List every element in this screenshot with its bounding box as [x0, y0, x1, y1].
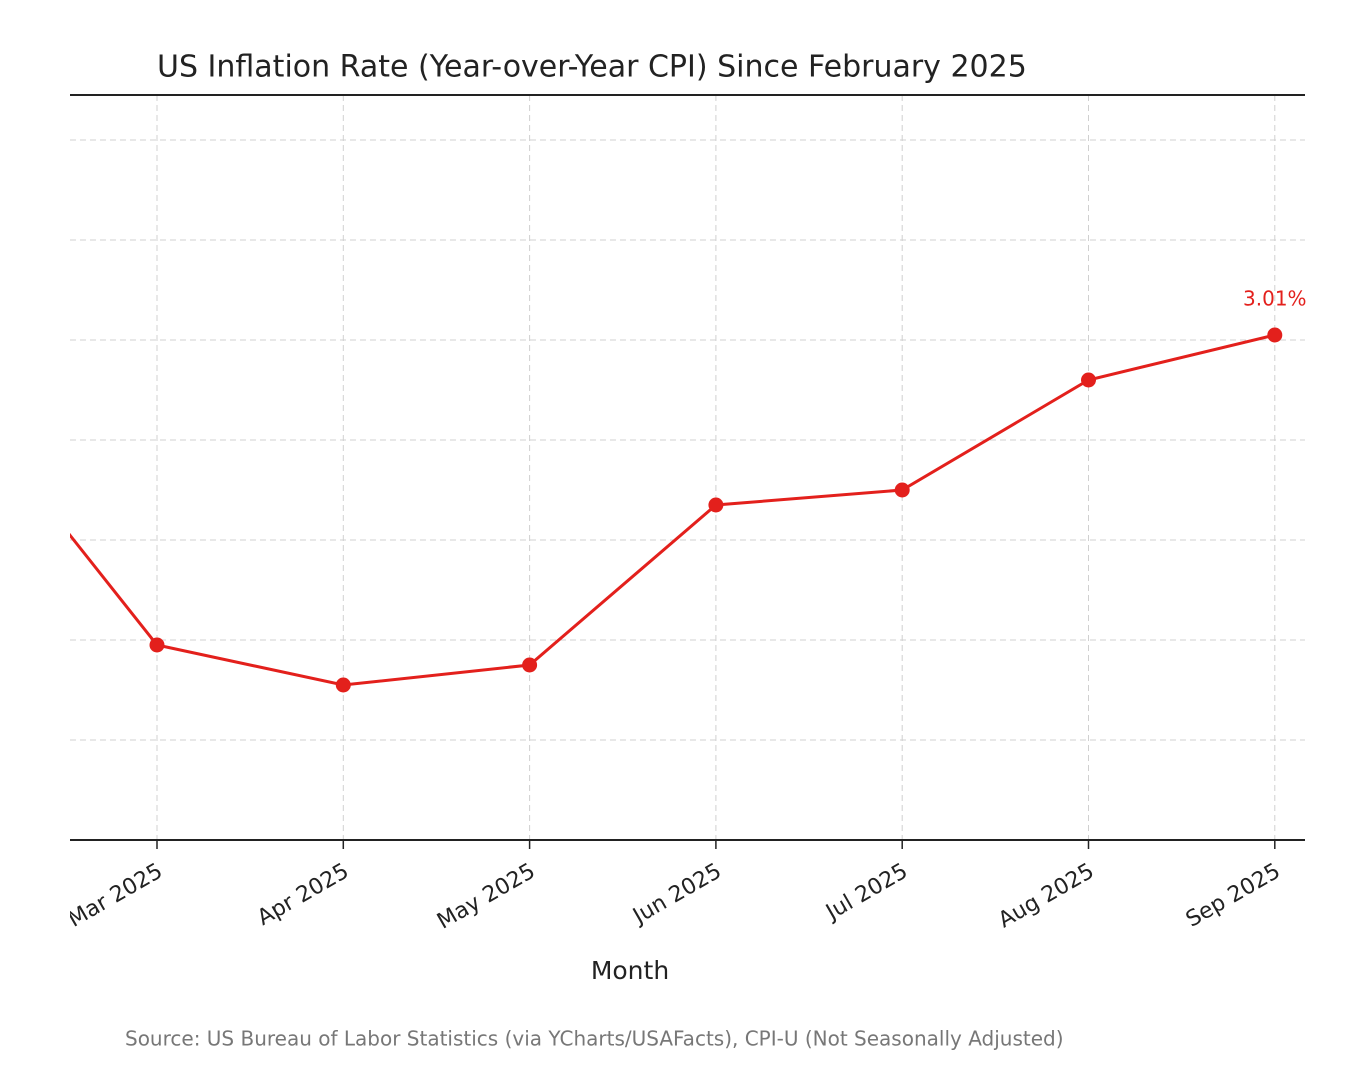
point: [1081, 372, 1096, 388]
line: [70, 333, 1276, 687]
x-tick-label: May 2025: [433, 859, 539, 935]
point: [522, 657, 538, 673]
source-note: Source: US Bureau of Labor Statistics (v…: [125, 1027, 1064, 1051]
data-label: 3.01%: [1243, 287, 1307, 311]
point: [708, 497, 724, 513]
x-tick-label: Aug 2025: [994, 859, 1098, 934]
x-tick-label: Jun 2025: [627, 859, 726, 930]
x-tick-label: Jul 2025: [820, 859, 912, 926]
x-tick-label: Sep 2025: [1182, 859, 1285, 933]
x-axis-label: Month: [591, 956, 669, 985]
x-tick-label: Mar 2025: [64, 859, 167, 933]
point: [1267, 327, 1283, 343]
point: [149, 637, 165, 653]
point: [894, 482, 910, 498]
point: [335, 677, 351, 693]
chart-title: US Inflation Rate (Year-over-Year CPI) S…: [157, 50, 1027, 85]
x-tick-label: Apr 2025: [253, 859, 353, 931]
